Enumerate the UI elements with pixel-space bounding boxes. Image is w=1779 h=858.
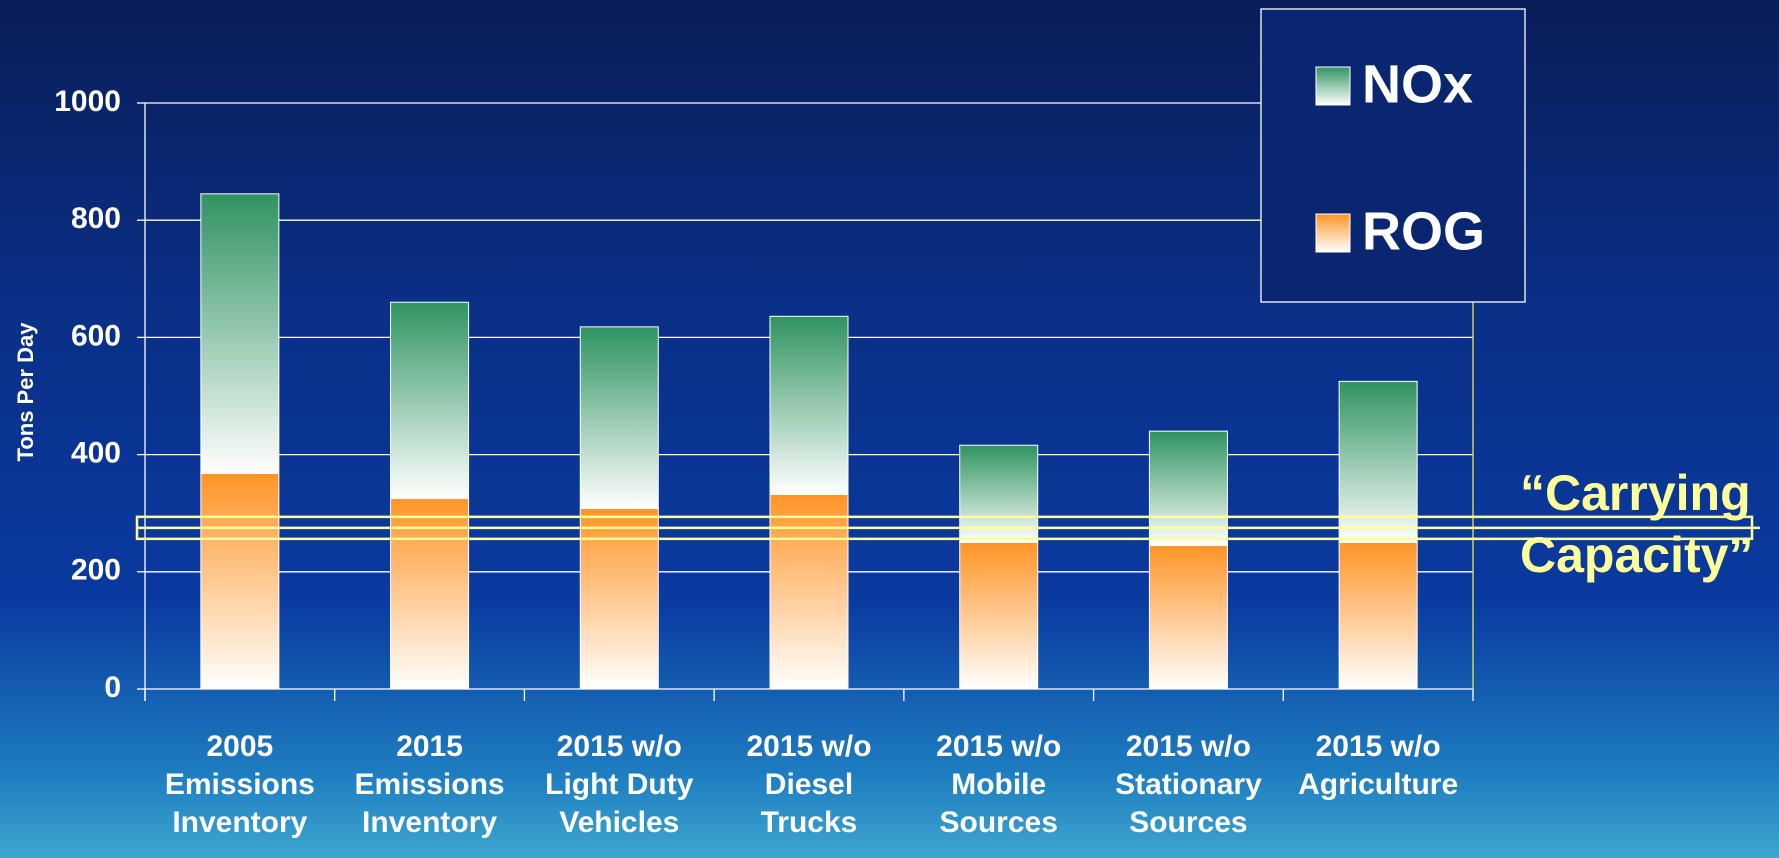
bar-segment — [390, 498, 470, 690]
bar-segment — [579, 326, 659, 510]
bar-segment — [769, 315, 849, 495]
y-tick-label: 600 — [71, 319, 121, 352]
y-tick-label: 200 — [71, 554, 121, 587]
x-tick-label: 2015 w/o Stationary Sources — [1115, 730, 1262, 839]
x-tick-label: 2015 w/o Light Duty Vehicles — [545, 730, 694, 839]
y-axis-label: Tons Per Day — [13, 322, 38, 462]
bar-segment — [769, 493, 849, 690]
legend-swatch — [1315, 66, 1351, 106]
bar-segment — [1148, 544, 1228, 690]
bar-segment — [579, 508, 659, 690]
x-tick-label: 2015 w/o Mobile Sources — [936, 730, 1062, 839]
y-tick-label: 1000 — [54, 85, 121, 118]
bar-segment — [200, 193, 280, 474]
legend-label: NOx — [1362, 54, 1473, 114]
bar-segment — [959, 444, 1039, 543]
legend-label: ROG — [1362, 201, 1485, 261]
bar-segment — [390, 301, 470, 500]
x-tick-label: 2005 Emissions Inventory — [164, 730, 315, 839]
bar-segment — [1338, 542, 1418, 690]
bar-segment — [200, 472, 280, 690]
x-tick-label: 2015 w/o Diesel Trucks — [746, 730, 872, 839]
y-tick-label: 0 — [104, 671, 121, 704]
y-tick-label: 400 — [71, 437, 121, 470]
bar-segment — [1338, 380, 1418, 543]
legend-box — [1260, 8, 1526, 303]
x-tick-label: 2015 Emissions Inventory — [354, 730, 505, 839]
annotation-text: “Carrying Capacity” — [1520, 465, 1754, 583]
bar-segment — [1148, 430, 1228, 546]
bar-segment — [959, 542, 1039, 690]
legend-swatch — [1315, 213, 1351, 253]
y-tick-label: 800 — [71, 202, 121, 235]
x-tick-label: 2015 w/o Agriculture — [1298, 730, 1459, 801]
